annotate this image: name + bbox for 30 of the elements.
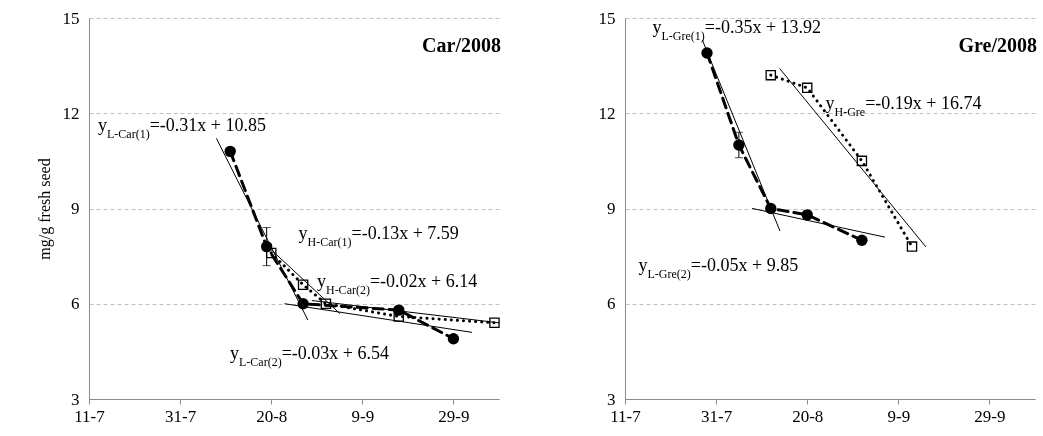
- x-tick-label: 11-7: [74, 406, 106, 426]
- x-tick-label: 11-7: [610, 406, 642, 426]
- annotation: y$_{L-Car(2)}$=-0.03x + 6.54: [230, 343, 389, 370]
- y-tick-label: 9: [71, 199, 80, 218]
- y-tick-label: 15: [62, 8, 80, 28]
- x-tick-label: 20-8: [256, 406, 288, 426]
- y-tick-label: 12: [62, 103, 80, 123]
- x-tick-label: 31-7: [165, 406, 197, 426]
- annotation: y$_{H-Car(2)}$=-0.02x + 6.14: [316, 270, 478, 297]
- text: Car/2008: [422, 34, 501, 56]
- x-tick-label: 9-9: [887, 406, 911, 426]
- y-tick-label: 15: [598, 8, 616, 28]
- x-tick-label: 20-8: [792, 406, 824, 426]
- y-tick-label: 3: [607, 389, 616, 409]
- annotation: y$_{L-Gre(2)}$=-0.05x + 9.85: [638, 254, 799, 281]
- annotation: y$_{H-Car(1)}$=-0.13x + 7.59: [298, 223, 459, 250]
- y-tick-label: 3: [71, 389, 80, 409]
- y-tick-label: 12: [598, 103, 616, 123]
- text: Gre/2008: [958, 34, 1037, 56]
- y-axis-title: mg/g fresh seed: [35, 158, 54, 260]
- y-tick-label: 9: [607, 199, 616, 218]
- annotation: y$_{L-Car(1)}$=-0.31x + 10.85: [98, 114, 266, 141]
- x-tick-label: 9-9: [351, 406, 375, 426]
- x-tick-label: 29-9: [438, 406, 470, 426]
- y-tick-label: 6: [71, 294, 80, 314]
- annotation: y$_{L-Gre(1)}$=-0.35x + 13.92: [652, 16, 822, 43]
- x-tick-label: 29-9: [974, 406, 1006, 426]
- annotation: y$_{H-Gre}$=-0.19x + 16.74: [825, 92, 982, 119]
- y-tick-label: 6: [607, 294, 616, 314]
- x-tick-label: 31-7: [701, 406, 733, 426]
